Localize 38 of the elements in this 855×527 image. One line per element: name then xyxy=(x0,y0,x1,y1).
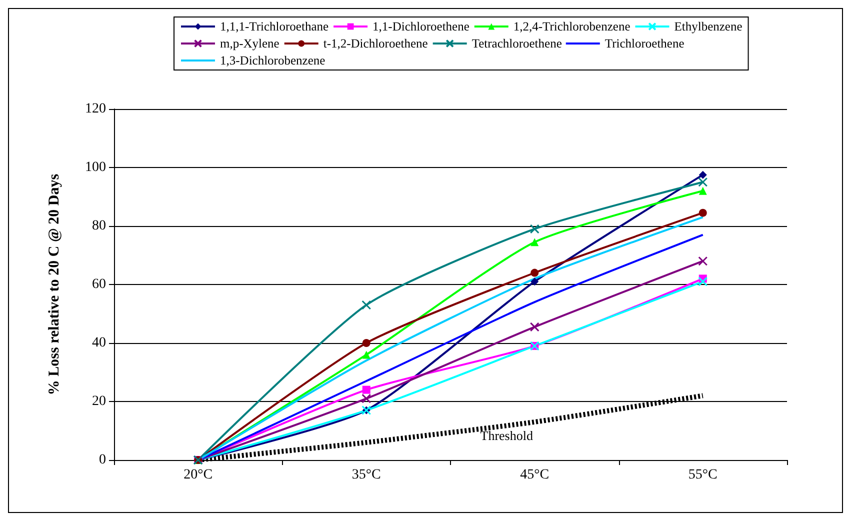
legend-label: 1,1,1-Trichloroethane xyxy=(220,20,329,34)
point xyxy=(362,300,372,310)
y-tick-label: 40 xyxy=(92,336,106,350)
point xyxy=(362,350,370,359)
point xyxy=(530,268,539,277)
x-tick-label: 55°C xyxy=(688,468,718,482)
x-tick-label: 35°C xyxy=(352,468,381,482)
point xyxy=(362,386,370,394)
y-tick-label: 80 xyxy=(92,218,106,234)
point xyxy=(362,394,372,404)
y-tick-label: 0 xyxy=(99,452,106,468)
y-axis-title: % Loss relative to 20 C @ 20 Days xyxy=(46,174,62,396)
point xyxy=(698,177,708,187)
point xyxy=(698,186,707,195)
y-tick-label: 20 xyxy=(92,394,106,409)
point xyxy=(362,339,370,347)
y-tick-label: 60 xyxy=(92,277,106,292)
point xyxy=(698,170,707,179)
point xyxy=(530,224,540,234)
x-tick-label: 45°C xyxy=(520,468,550,482)
point xyxy=(530,238,539,246)
y-tick-label: 120 xyxy=(85,102,106,116)
legend-label: 1,1-Dichloroethene xyxy=(372,20,470,34)
legend-label: Tetrachloroethene xyxy=(472,36,562,50)
x-tick-label: 20°C xyxy=(184,468,213,482)
legend-label: Ethylbenzene xyxy=(674,20,743,34)
point xyxy=(698,208,707,217)
point xyxy=(698,256,708,266)
legend-label: 1,2,4-Trichlorobenzene xyxy=(513,20,631,34)
legend-label: m,p-Xylene xyxy=(220,36,280,50)
point xyxy=(530,278,539,286)
legend-label: Trichloroethene xyxy=(604,36,685,50)
legend-label: 1,3-Dichlorobenzene xyxy=(220,54,326,68)
series-label: Threshold xyxy=(480,428,534,443)
point xyxy=(530,322,540,332)
y-tick-label: 100 xyxy=(85,160,106,175)
point xyxy=(698,276,708,286)
legend-label: t-1,2-Dichloroethene xyxy=(323,36,428,50)
